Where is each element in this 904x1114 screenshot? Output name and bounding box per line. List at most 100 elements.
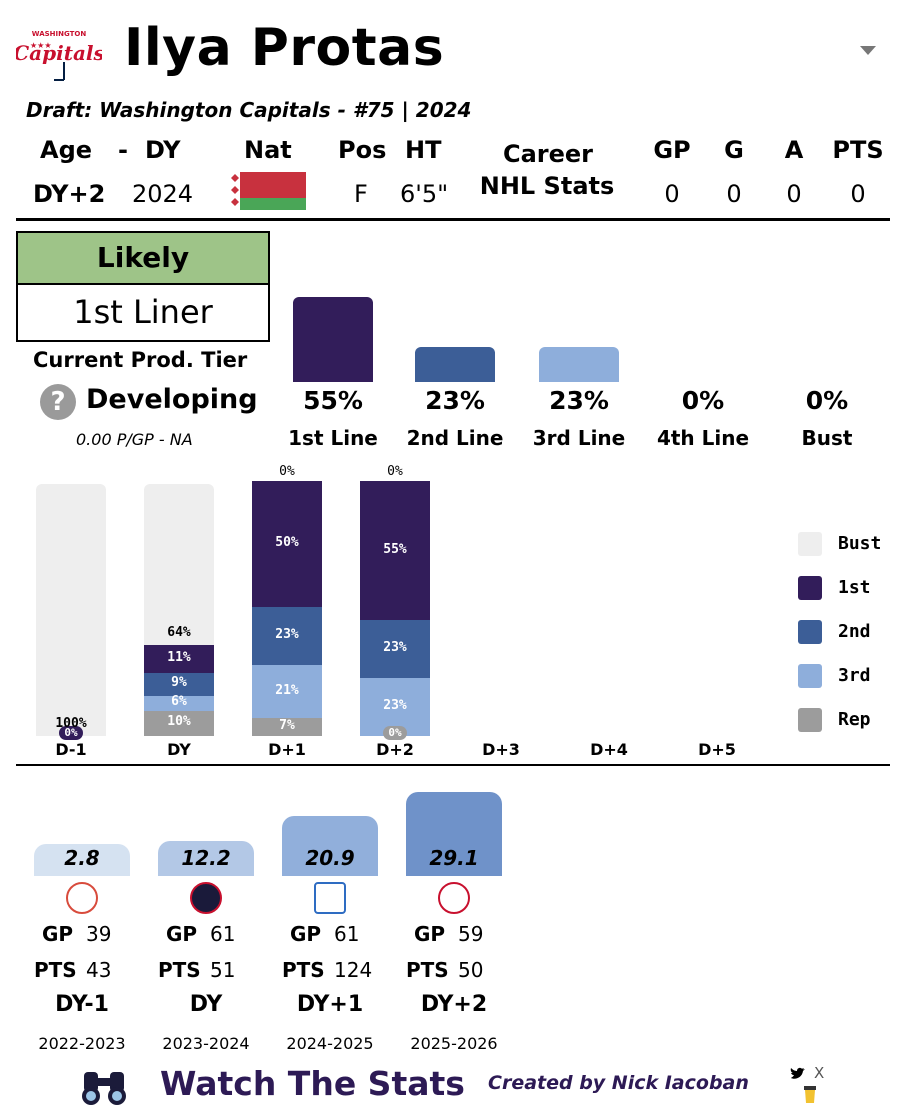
league-logo-icon [314,882,346,914]
gp-value: 0 [664,180,680,208]
likely-projection-box: Likely 1st Liner [16,231,270,342]
season-year: 2023-2024 [162,1034,250,1053]
season-bar [282,816,378,876]
segment-label: 23% [383,698,407,714]
x-tick-label: D+4 [590,740,628,759]
likely-label: Likely [18,233,268,283]
segment-label: 11% [167,650,191,666]
season-dy: DY+1 [296,992,364,1017]
ppg-line: 0.00 P/GP - NA [76,430,193,449]
season-pts-value: 51 [210,958,236,982]
segment-label: 23% [275,627,299,643]
outcome-bar [539,347,619,382]
season-pts-label: PTS [406,958,449,982]
team-logo-text: Capitals [16,41,102,65]
tier-title: Current Prod. Tier [33,348,248,372]
binoculars-icon [80,1066,128,1106]
player-name: Ilya Protas [124,18,445,78]
stacked-segment-Rep [252,718,322,736]
segment-label: 9% [171,675,187,691]
legend-swatch [798,620,822,644]
x-tick-label: D+2 [376,740,414,759]
season-gp-value: 39 [86,922,112,946]
outcome-pct: 23% [549,386,609,415]
draft-info: Draft: Washington Capitals - #75 | 2024 [26,98,472,122]
legend-label: 1st [838,577,871,598]
nhl-stats-header: NHL Stats [479,172,615,200]
chart-divider [16,764,890,766]
stacked-column [36,484,106,736]
x-icon[interactable]: X [814,1064,825,1082]
season-dy: DY+2 [420,992,488,1017]
pos-value: F [354,180,368,208]
age-header: Age [40,136,93,164]
stacked-column [144,484,214,736]
segment-label: 55% [383,541,407,557]
season-value: 20.9 [305,846,355,870]
segment-label: 0% [279,464,295,479]
season-year: 2025-2026 [410,1034,498,1053]
segment-label: 50% [275,535,299,551]
chevron-down-icon[interactable] [860,46,876,55]
season-pts-label: PTS [158,958,201,982]
pts-header: PTS [832,136,884,164]
twitter-icon[interactable] [790,1066,806,1080]
brand-name: Watch The Stats [160,1064,465,1103]
legend-swatch [798,576,822,600]
dash-header: - [118,136,128,164]
ht-value: 6'5" [400,180,449,208]
outcome-label: 1st Line [288,426,378,450]
season-year: 2022-2023 [38,1034,126,1053]
outcome-label: 2nd Line [406,426,504,450]
gp-header: GP [653,136,691,164]
tier-value: Developing [86,384,258,415]
season-pts-label: PTS [282,958,325,982]
belarus-flag-icon [230,172,306,210]
x-tick-label: D+5 [698,740,736,759]
league-logo-icon [438,882,470,914]
segment-label: 7% [279,718,295,734]
stacked-segment-Rep [144,710,214,736]
svg-text:★★★: ★★★ [30,41,52,50]
season-dy: DY [189,992,223,1017]
season-pts-value: 50 [458,958,484,982]
legend-label: 3rd [838,665,871,686]
coffee-icon[interactable] [803,1084,817,1104]
x-tick-label: DY [167,740,191,759]
segment-label: 100% [55,716,87,731]
season-value: 2.8 [64,846,100,870]
stacked-segment-1st [360,481,430,621]
segment-label: 10% [167,714,191,730]
outcome-pct: 55% [303,386,363,415]
season-gp-label: GP [166,922,198,946]
stacked-segment-bust [144,484,214,646]
season-pts-value: 43 [86,958,112,982]
segment-label: 23% [383,640,407,656]
legend-swatch [798,532,822,556]
career-header: Career [502,140,594,168]
season-gp-value: 59 [458,922,484,946]
season-bar [406,792,502,876]
outcome-label: Bust [801,426,853,450]
legend-label: Bust [838,533,882,554]
question-icon[interactable]: ? [40,384,76,420]
pts-value: 0 [850,180,866,208]
legend-swatch [798,708,822,732]
legend-swatch [798,664,822,688]
team-logo: WASHINGTON Capitals ★★★ [13,26,105,82]
team-logo-small-text: WASHINGTON [32,30,87,38]
season-bar [34,844,130,876]
segment-label: 6% [171,694,187,710]
a-header: A [784,136,804,164]
zero-marker: 0% [383,726,407,740]
season-pts-label: PTS [34,958,77,982]
g-value: 0 [726,180,742,208]
season-bar [158,841,254,876]
age-value: DY+2 [33,180,106,208]
stacked-segment-2nd [252,607,322,666]
header-divider [16,218,890,221]
league-logo-icon [190,882,222,914]
season-gp-label: GP [414,922,446,946]
pos-header: Pos [338,136,387,164]
season-gp-label: GP [290,922,322,946]
